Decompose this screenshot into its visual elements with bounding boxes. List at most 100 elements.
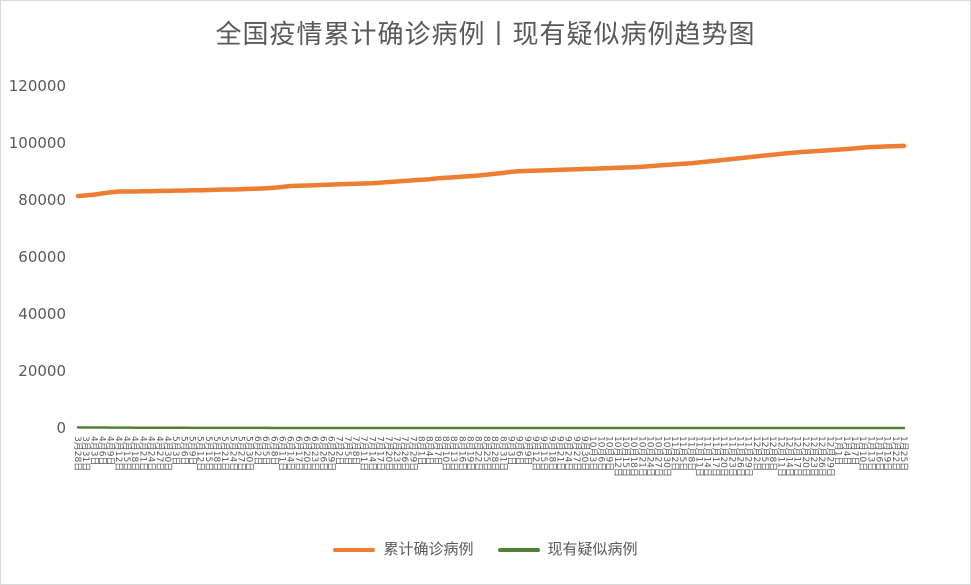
x-tick-label: 11月14日 <box>702 436 713 477</box>
x-tick-label: 7月20日 <box>383 436 394 471</box>
y-tick-label: 80000 <box>18 191 66 209</box>
y-tick-label: 20000 <box>18 362 66 380</box>
x-tick-label: 12月23日 <box>808 436 819 477</box>
x-tick-label: 5月21日 <box>219 436 230 471</box>
x-tick-label: 9月3日 <box>505 436 516 465</box>
x-tick-label: 8月31日 <box>497 436 508 471</box>
x-tick-label: 4月9日 <box>105 436 116 465</box>
x-tick-label: 12月14日 <box>784 436 795 477</box>
x-tick-label: 7月5日 <box>342 436 353 465</box>
x-tick-label: 12月5日 <box>759 436 770 471</box>
x-tick-label: 9月6日 <box>514 436 525 465</box>
x-tick-label: 12月11日 <box>775 436 786 477</box>
x-tick-label: 11月20日 <box>718 436 729 477</box>
x-tick-label: 7月17日 <box>375 436 386 471</box>
legend-swatch <box>333 547 376 552</box>
x-tick-label: 5月15日 <box>203 436 214 471</box>
x-tick-label: 10月15日 <box>620 436 631 477</box>
x-tick-label: 8月4日 <box>424 436 435 465</box>
x-tick-label: 1月25日 <box>898 436 909 471</box>
x-tick-label: 7月2日 <box>334 436 345 465</box>
x-tick-label: 5月18日 <box>211 436 222 471</box>
x-tick-label: 4月21日 <box>137 436 148 471</box>
x-tick-label: 4月3日 <box>88 436 99 465</box>
x-tick-label: 10月6日 <box>595 436 606 471</box>
x-tick-label: 4月24日 <box>146 436 157 471</box>
x-tick-label: 5月27日 <box>236 436 247 471</box>
x-tick-label: 1月19日 <box>882 436 893 471</box>
x-tick-label: 10月9日 <box>604 436 615 471</box>
y-tick-label: 120000 <box>9 77 66 95</box>
x-tick-label: 7月23日 <box>391 436 402 471</box>
chart-title: 全国疫情累计确诊病例丨现有疑似病例趋势图 <box>215 20 756 50</box>
x-tick-label: 6月8日 <box>268 436 279 465</box>
x-tick-label: 10月12日 <box>612 436 623 477</box>
x-tick-label: 8月19日 <box>465 436 476 471</box>
y-axis: 0 20000 40000 60000 80000 100000 120000 <box>9 77 66 437</box>
x-tick-label: 11月23日 <box>726 436 737 477</box>
x-tick-label: 7月29日 <box>407 436 418 471</box>
x-tick-label: 11月8日 <box>685 436 696 471</box>
x-tick-label: 4月30日 <box>162 436 173 471</box>
x-tick-label: 9月30日 <box>579 436 590 471</box>
x-tick-label: 1月22日 <box>890 436 901 471</box>
x-tick-label: 6月29日 <box>326 436 337 471</box>
x-tick-label: 12月17日 <box>792 436 803 477</box>
x-tick-label: 6月14日 <box>285 436 296 471</box>
legend-item: 累计确诊病例 <box>333 538 474 559</box>
x-tick-label: 8月1日 <box>415 436 426 465</box>
x-tick-label: 3月28日 <box>72 436 83 471</box>
series-line-suspected <box>76 426 906 430</box>
x-tick-label: 5月24日 <box>227 436 238 471</box>
x-tick-label: 7月26日 <box>399 436 410 471</box>
x-tick-label: 11月17日 <box>710 436 721 477</box>
x-tick-label: 7月14日 <box>366 436 377 471</box>
x-tick-label: 5月6日 <box>178 436 189 465</box>
x-tick-label: 11月5日 <box>677 436 688 471</box>
x-tick-label: 9月27日 <box>571 436 582 471</box>
x-tick-label: 10月27日 <box>653 436 664 477</box>
x-tick-label: 9月18日 <box>546 436 557 471</box>
x-tick-label: 7月11日 <box>358 436 369 471</box>
x-tick-label: 10月24日 <box>644 436 655 477</box>
x-tick-label: 4月18日 <box>129 436 140 471</box>
legend-label: 现有疑似病例 <box>547 540 638 558</box>
x-tick-label: 11月29日 <box>743 436 754 477</box>
y-tick-label: 60000 <box>18 248 66 266</box>
x-tick-label: 5月30日 <box>244 436 255 471</box>
legend: 累计确诊病例 现有疑似病例 <box>0 538 971 559</box>
x-tick-label: 6月17日 <box>293 436 304 471</box>
x-tick-label: 8月16日 <box>456 436 467 471</box>
y-tick-label: 40000 <box>18 305 66 323</box>
x-tick-label: 6月20日 <box>301 436 312 471</box>
series-line-confirmed <box>75 143 907 199</box>
x-tick-label: 12月29日 <box>824 436 835 477</box>
x-tick-label: 11月11日 <box>694 436 705 477</box>
y-tick-label: 100000 <box>9 134 66 152</box>
x-tick-label: 10月21日 <box>636 436 647 477</box>
x-tick-label: 8月7日 <box>432 436 443 465</box>
x-tick-label: 12月26日 <box>816 436 827 477</box>
x-tick-label: 12月20日 <box>800 436 811 477</box>
x-tick-label: 10月3日 <box>587 436 598 471</box>
x-tick-label: 8月13日 <box>448 436 459 471</box>
x-tick-label: 6月5日 <box>260 436 271 465</box>
x-tick-label: 9月15日 <box>538 436 549 471</box>
x-tick-label: 4月12日 <box>113 436 124 471</box>
x-tick-label: 5月12日 <box>195 436 206 471</box>
x-tick-label: 8月22日 <box>473 436 484 471</box>
x-tick-label: 5月3日 <box>170 436 181 465</box>
x-tick-label: 12月8日 <box>767 436 778 471</box>
x-tick-label: 4月15日 <box>121 436 132 471</box>
x-tick-label: 5月9日 <box>186 436 197 465</box>
x-tick-label: 1月4日 <box>841 436 852 465</box>
series-lines <box>75 143 907 430</box>
x-tick-label: 6月2日 <box>252 436 263 465</box>
x-tick-label: 6月26日 <box>317 436 328 471</box>
x-tick-label: 8月28日 <box>489 436 500 471</box>
x-tick-label: 6月11日 <box>276 436 287 471</box>
x-tick-label: 6月23日 <box>309 436 320 471</box>
legend-swatch <box>497 547 540 552</box>
x-tick-label: 1月16日 <box>873 436 884 471</box>
